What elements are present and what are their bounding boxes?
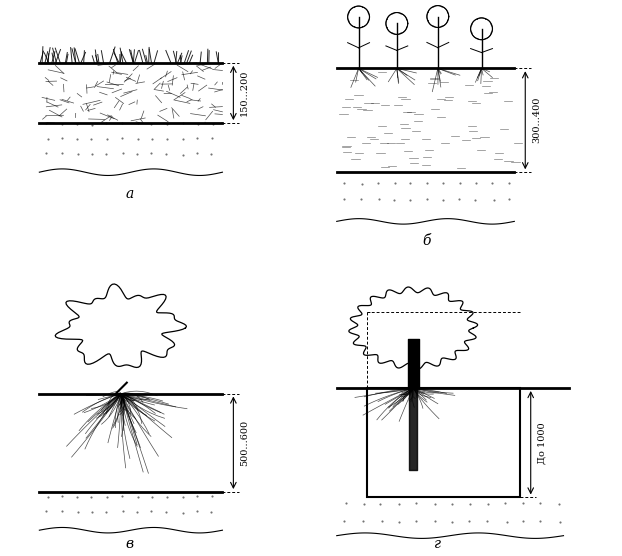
Text: а: а (126, 187, 134, 201)
Text: г: г (434, 537, 442, 551)
Text: 300...400: 300...400 (532, 97, 541, 143)
Text: До 1000: До 1000 (537, 422, 547, 464)
Text: 500...600: 500...600 (240, 420, 249, 466)
Text: б: б (422, 234, 431, 247)
Bar (367, 388, 520, 498)
Text: 150...200: 150...200 (240, 70, 249, 116)
Text: в: в (126, 537, 134, 551)
